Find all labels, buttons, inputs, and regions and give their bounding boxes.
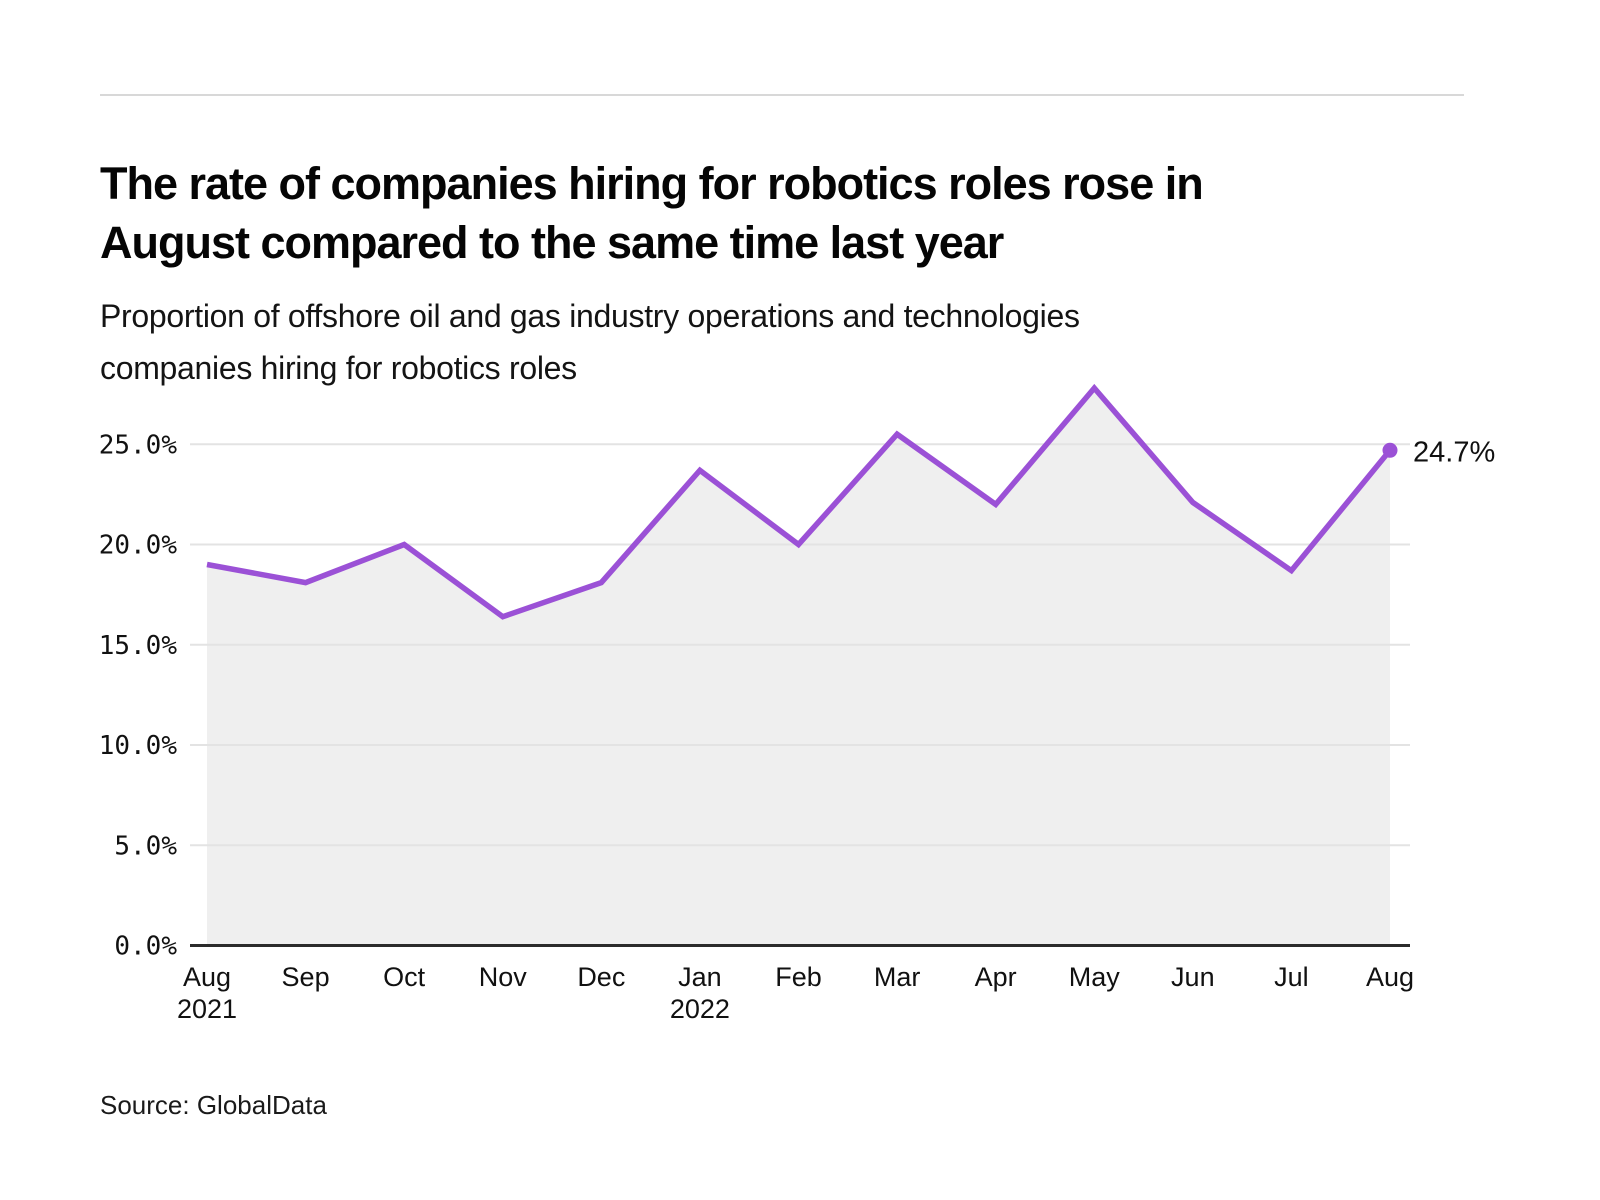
page-title: The rate of companies hiring for robotic… — [100, 154, 1500, 272]
x-tick-label: Oct — [383, 962, 426, 992]
last-point-value-label: 24.7% — [1413, 436, 1495, 468]
page-title-line-2: August compared to the same time last ye… — [100, 217, 1004, 269]
x-tick-label: Jan — [678, 962, 722, 992]
x-tick-label: Dec — [577, 962, 625, 992]
last-point-dot — [1382, 442, 1398, 458]
data-line — [206, 383, 1393, 620]
top-divider-rule — [100, 94, 1464, 96]
y-tick-label: 5.0% — [114, 831, 177, 861]
x-tick-label: Aug — [1366, 962, 1414, 992]
y-tick-label: 25.0% — [99, 430, 178, 460]
y-tick-label: 20.0% — [99, 531, 178, 561]
source-text: Source: GlobalData — [100, 1090, 327, 1120]
y-tick-label: 10.0% — [99, 731, 178, 761]
x-tick-year-label: 2021 — [177, 994, 237, 1024]
x-tick-label: Feb — [775, 962, 822, 992]
chart-subtitle-line-1: Proportion of offshore oil and gas indus… — [100, 298, 1080, 334]
x-tick-label: Apr — [975, 962, 1017, 992]
page-title-line-1: The rate of companies hiring for robotic… — [100, 158, 1204, 210]
x-tick-year-label: 2022 — [670, 994, 730, 1024]
x-tick-label: Aug — [183, 962, 231, 992]
x-tick-label: May — [1069, 962, 1121, 992]
x-tick-label: Sep — [282, 962, 330, 992]
x-tick-label: Nov — [479, 962, 528, 992]
y-tick-label: 0.0% — [114, 932, 177, 962]
x-tick-label: Mar — [874, 962, 921, 992]
x-tick-label: Jun — [1171, 962, 1215, 992]
chart-subtitle: Proportion of offshore oil and gas indus… — [100, 290, 1500, 394]
chart-subtitle-line-2: companies hiring for robotics roles — [100, 350, 577, 386]
y-tick-label: 15.0% — [99, 631, 178, 661]
area-fill — [207, 388, 1390, 946]
x-tick-label: Jul — [1274, 962, 1309, 992]
